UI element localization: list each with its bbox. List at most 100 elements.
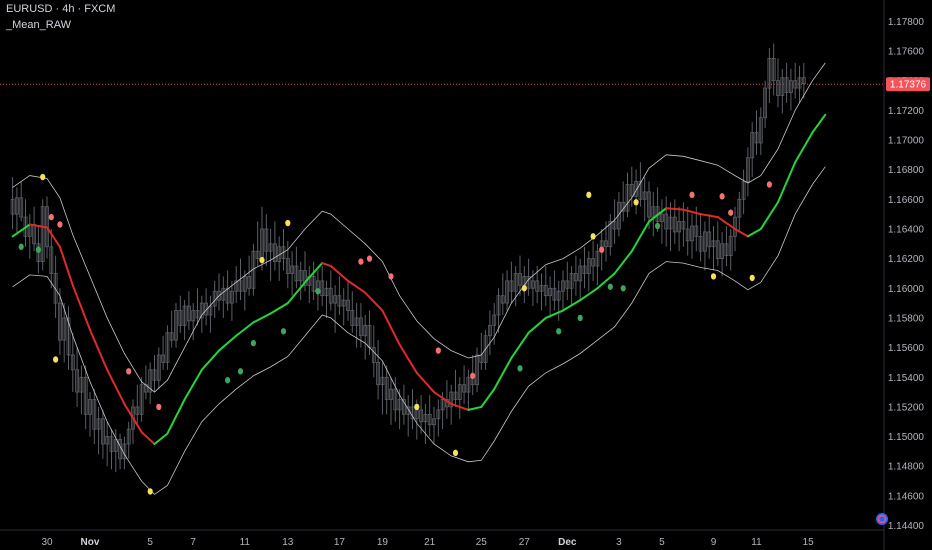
candle-body bbox=[776, 80, 780, 96]
candle bbox=[139, 377, 144, 422]
candle-body bbox=[531, 280, 535, 289]
candle bbox=[660, 199, 664, 244]
time-tick-label: 25 bbox=[476, 537, 488, 548]
candle bbox=[612, 199, 617, 244]
candle bbox=[40, 199, 45, 271]
candle bbox=[690, 214, 694, 259]
candle-body bbox=[677, 221, 681, 233]
candle-body bbox=[509, 280, 514, 292]
candle bbox=[750, 122, 755, 178]
candle-body bbox=[698, 235, 703, 252]
candle-body bbox=[801, 77, 806, 85]
candle-body bbox=[543, 284, 548, 297]
mean-line-segment bbox=[58, 245, 74, 287]
candle-body bbox=[195, 310, 200, 319]
signal-dot-red bbox=[728, 209, 734, 216]
mean-line-segment bbox=[28, 223, 48, 229]
mean-line-segment bbox=[544, 309, 564, 319]
candle bbox=[608, 214, 613, 256]
time-tick-label: 3 bbox=[616, 537, 622, 548]
mean-line-segment bbox=[304, 262, 324, 284]
candle bbox=[741, 169, 746, 215]
candle-body bbox=[337, 295, 342, 307]
candle-body bbox=[264, 228, 269, 252]
time-tick-label: 19 bbox=[377, 537, 389, 548]
signal-dot-yellow bbox=[633, 199, 639, 206]
candle bbox=[531, 270, 535, 307]
candle bbox=[311, 261, 316, 301]
candle bbox=[776, 58, 780, 108]
candle bbox=[376, 340, 381, 400]
candle-body bbox=[75, 369, 79, 393]
candle bbox=[401, 384, 406, 425]
candle bbox=[294, 246, 299, 289]
candle bbox=[341, 288, 346, 326]
candle bbox=[350, 291, 355, 333]
signal-dot-green bbox=[280, 328, 287, 335]
candle bbox=[79, 365, 84, 415]
candle-body bbox=[419, 409, 424, 423]
candle-body bbox=[505, 280, 510, 304]
candle-body bbox=[664, 213, 669, 230]
time-tick-label: 11 bbox=[240, 537, 251, 548]
signal-dot-red bbox=[358, 258, 364, 265]
symbol-title[interactable]: EURUSD · 4h · FXCM bbox=[6, 3, 116, 15]
candle-body bbox=[582, 265, 587, 274]
candle bbox=[715, 221, 720, 267]
candle-body bbox=[565, 280, 570, 289]
candle-body bbox=[569, 273, 574, 289]
time-tick-label: 27 bbox=[519, 537, 531, 548]
candle bbox=[707, 214, 712, 259]
mean-line-segment bbox=[596, 272, 616, 290]
candle bbox=[88, 392, 92, 437]
candle bbox=[320, 266, 325, 307]
mean-line-segment bbox=[89, 328, 109, 371]
candle-body bbox=[139, 384, 144, 415]
candle bbox=[698, 214, 703, 262]
candle-body bbox=[780, 77, 785, 96]
candle-body bbox=[737, 198, 742, 218]
candle bbox=[199, 295, 204, 333]
candle bbox=[539, 273, 544, 311]
candle-body bbox=[174, 310, 178, 341]
candle bbox=[268, 228, 273, 281]
candle-body bbox=[19, 197, 24, 218]
candle-body bbox=[487, 324, 492, 337]
candle-body bbox=[113, 439, 118, 452]
candle bbox=[165, 325, 170, 370]
candle bbox=[242, 270, 247, 311]
price-tick-label: 1.15600 bbox=[888, 343, 925, 354]
globe-icon[interactable] bbox=[876, 513, 888, 525]
candle-body bbox=[88, 399, 92, 415]
candle-body bbox=[217, 290, 221, 301]
candle-body bbox=[690, 225, 694, 242]
candle bbox=[49, 228, 54, 289]
candle bbox=[629, 166, 634, 207]
candle bbox=[148, 362, 153, 404]
time-axis[interactable]: 30 Nov 5 7 11 13 17 19 21 25 27 Dec 3 5 9 11 15 bbox=[41, 537, 814, 548]
price-axis[interactable]: 1.178001.176001.174001.172001.170001.168… bbox=[888, 17, 925, 532]
signal-dot-red bbox=[689, 191, 695, 199]
candle bbox=[191, 303, 196, 341]
candle bbox=[135, 384, 140, 425]
mean-line-segment bbox=[734, 227, 749, 238]
candle bbox=[169, 310, 174, 348]
indicator-name[interactable]: _Mean_RAW bbox=[6, 19, 72, 31]
time-tick-label: Nov bbox=[81, 537, 100, 548]
candle-body bbox=[66, 317, 71, 356]
candle bbox=[410, 389, 415, 430]
candle-body bbox=[40, 206, 45, 262]
last-price-tag-label: 1.17376 bbox=[890, 80, 927, 91]
candle bbox=[685, 206, 690, 256]
candle bbox=[565, 261, 570, 301]
candle-body bbox=[126, 428, 131, 445]
candle-body bbox=[10, 198, 15, 215]
signal-dot-red bbox=[156, 403, 162, 411]
candle-body bbox=[62, 317, 67, 341]
candle-body bbox=[741, 181, 746, 200]
candle-body bbox=[148, 369, 153, 393]
mean-line-segment bbox=[648, 207, 668, 223]
candle bbox=[496, 288, 501, 333]
price-tick-label: 1.16400 bbox=[888, 224, 925, 235]
